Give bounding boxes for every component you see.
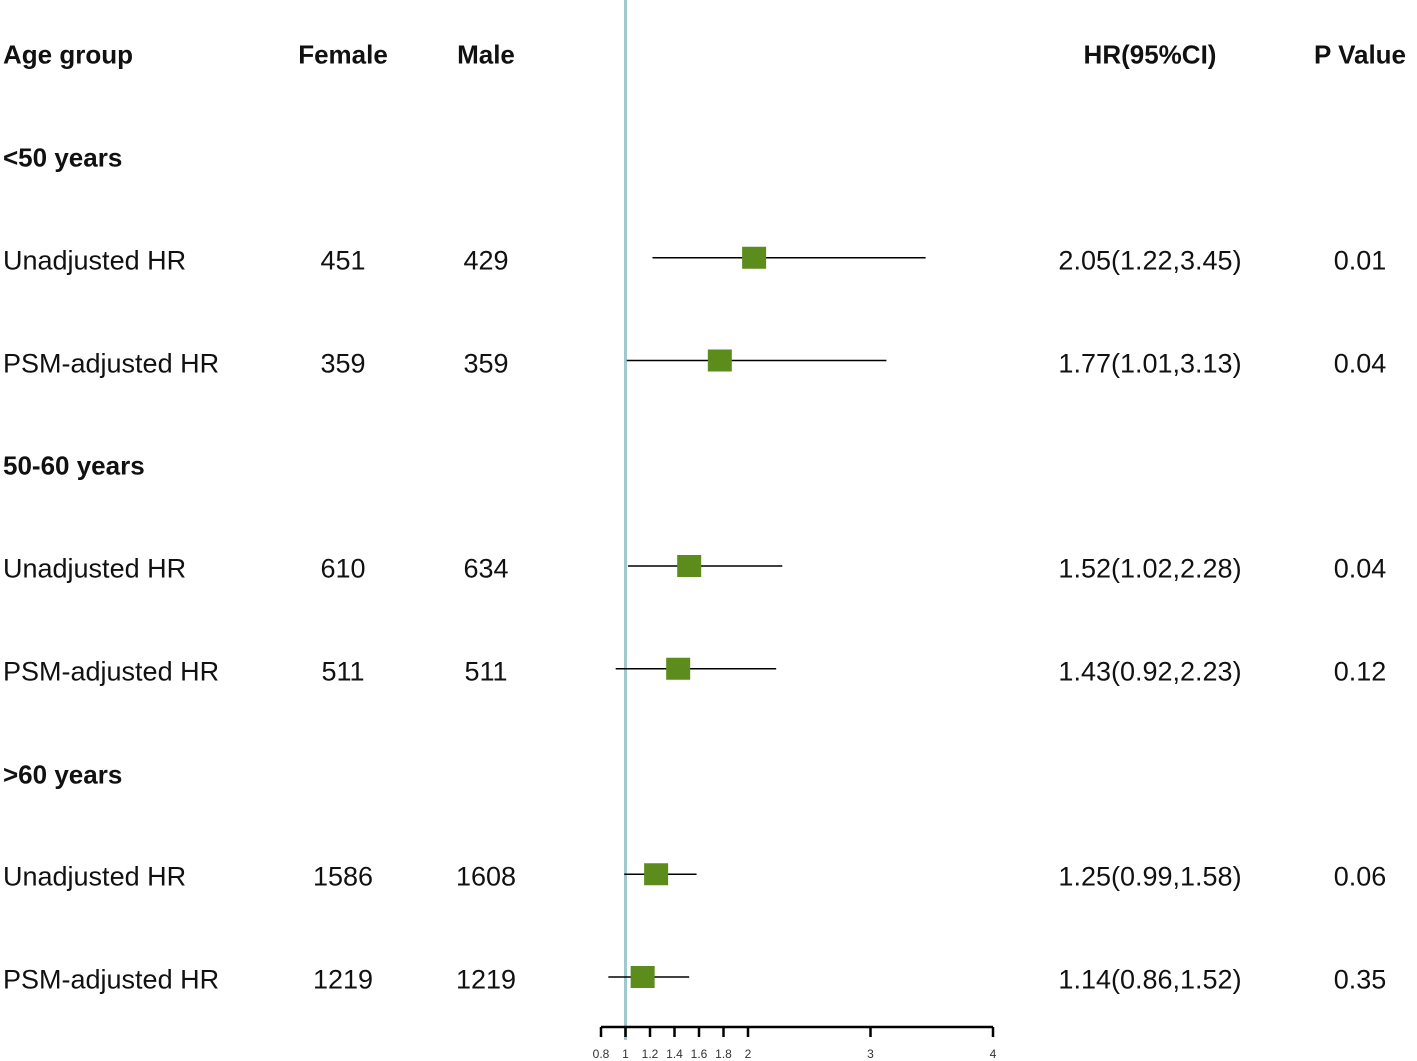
header-p-value: P Value <box>1313 39 1407 70</box>
header-male: Male <box>457 39 515 70</box>
male-count: 359 <box>463 348 509 378</box>
hr-point-box <box>677 555 702 577</box>
p-value: 0.12 <box>1333 656 1387 687</box>
p-value: 0.04 <box>1333 553 1387 584</box>
x-tick-label: 3 <box>867 1047 874 1061</box>
hr-ci-text: 1.77(1.01,3.13) <box>1058 348 1242 378</box>
row-label: Unadjusted HR <box>3 861 187 892</box>
hr-ci-text: 1.14(0.86,1.52) <box>1058 964 1242 995</box>
row-label: PSM-adjusted HR <box>3 964 220 995</box>
male-count: 1219 <box>455 964 517 995</box>
female-count: 511 <box>321 656 365 687</box>
header-age-group: Age group <box>3 39 133 70</box>
x-tick-label: 1.2 <box>642 1047 659 1061</box>
x-tick-label: 0.8 <box>593 1047 610 1061</box>
female-count: 451 <box>320 245 366 276</box>
hr-point-box <box>707 349 732 372</box>
row-label: Unadjusted HR <box>3 553 187 584</box>
group-label: >60 years <box>3 759 123 789</box>
p-value: 0.04 <box>1333 348 1387 378</box>
row-label: PSM-adjusted HR <box>3 656 220 687</box>
male-count: 429 <box>463 245 509 276</box>
p-value: 0.01 <box>1333 245 1387 276</box>
x-tick-label: 1.8 <box>715 1047 732 1061</box>
female-count: 610 <box>320 553 366 584</box>
header-female: Female <box>298 39 388 70</box>
group-label: <50 years <box>3 142 123 173</box>
x-tick-label: 1.6 <box>691 1047 708 1061</box>
p-value: 0.35 <box>1333 964 1387 995</box>
x-tick-label: 1.4 <box>666 1047 683 1061</box>
female-count: 1219 <box>312 964 374 995</box>
hr-ci-text: 1.25(0.99,1.58) <box>1058 861 1242 892</box>
hr-point-box <box>630 966 655 988</box>
group-label: 50-60 years <box>3 450 145 481</box>
header-hr: HR(95%CI) <box>1083 39 1217 70</box>
row-label: Unadjusted HR <box>3 245 187 276</box>
p-value: 0.06 <box>1333 861 1387 892</box>
hr-point-box <box>644 863 669 886</box>
row-label: PSM-adjusted HR <box>3 348 220 378</box>
x-tick-label: 4 <box>990 1047 997 1061</box>
female-count: 1586 <box>312 861 374 892</box>
x-tick-label: 2 <box>745 1047 752 1061</box>
hr-ci-text: 1.43(0.92,2.23) <box>1058 656 1242 687</box>
x-tick-label: 1 <box>622 1047 629 1061</box>
hr-ci-text: 2.05(1.22,3.45) <box>1058 245 1242 276</box>
male-count: 634 <box>463 553 509 584</box>
hr-ci-text: 1.52(1.02,2.28) <box>1058 553 1242 584</box>
hr-point-box <box>666 657 691 680</box>
hr-point-box <box>742 246 767 269</box>
male-count: 511 <box>464 656 508 687</box>
female-count: 359 <box>320 348 366 378</box>
male-count: 1608 <box>455 861 517 892</box>
